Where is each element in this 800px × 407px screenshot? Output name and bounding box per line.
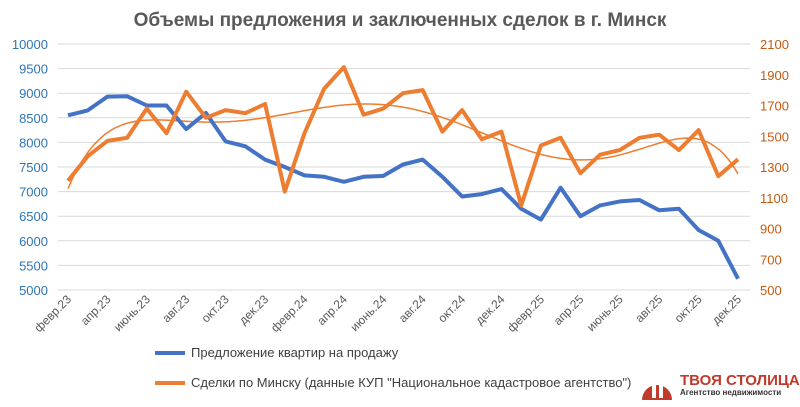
y-right-tick-label: 2100 xyxy=(760,37,789,52)
legend-swatch-supply xyxy=(155,350,185,355)
y-left-tick-label: 7000 xyxy=(19,185,48,200)
x-tick-label: июнь.23 xyxy=(111,292,153,334)
y-left-tick-label: 9000 xyxy=(19,86,48,101)
chart-plot: 5000 5500 6000 6500 7000 7500 8000 8500 9000 9500… xyxy=(12,37,789,335)
y-left-tick-label: 8000 xyxy=(19,135,48,150)
y-left-tick-label: 5000 xyxy=(19,283,48,298)
x-tick-label: февр.23 xyxy=(31,292,74,335)
x-tick-label: окт.25 xyxy=(672,292,705,325)
logo: ТВОЯ СТОЛИЦА Агентство недвижимости xyxy=(640,370,800,400)
x-tick-label: февр.25 xyxy=(504,292,547,335)
y-left-tick-label: 9500 xyxy=(19,62,48,77)
legend-item-deals: Сделки по Минску (данные КУП "Национальн… xyxy=(155,375,631,390)
y-left-tick-label: 7500 xyxy=(19,160,48,175)
x-tick-label: окт.24 xyxy=(435,292,468,325)
x-tick-label: апр.23 xyxy=(78,292,114,328)
y-left-tick-label: 6500 xyxy=(19,209,48,224)
y-left-tick-label: 8500 xyxy=(19,111,48,126)
y-left-tick-label: 6000 xyxy=(19,234,48,249)
logo-name: ТВОЯ СТОЛИЦА xyxy=(680,372,800,389)
logo-building-icon xyxy=(642,378,672,400)
y-left-tick-label: 10000 xyxy=(12,37,48,52)
x-tick-label: дек.23 xyxy=(236,292,271,327)
x-tick-label: окт.23 xyxy=(199,292,232,325)
y-right-tick-label: 700 xyxy=(760,252,782,267)
legend-swatch-deals xyxy=(155,380,185,385)
x-tick-label: февр.24 xyxy=(268,292,311,335)
x-tick-label: авг.25 xyxy=(632,292,665,325)
y-left-tick-label: 5500 xyxy=(19,258,48,273)
x-tick-label: дек.25 xyxy=(709,292,744,327)
x-tick-label: авг.23 xyxy=(159,292,192,325)
legend-item-supply: Предложение квартир на продажу xyxy=(155,345,398,360)
x-tick-label: июнь.25 xyxy=(584,292,626,334)
y-right-tick-label: 1100 xyxy=(760,191,788,206)
legend-label-supply: Предложение квартир на продажу xyxy=(191,345,399,360)
y-right-tick-label: 1300 xyxy=(760,160,789,175)
deals-trendline xyxy=(67,103,739,189)
deals-series-line xyxy=(66,65,740,208)
legend-label-deals: Сделки по Минску (данные КУП "Национальн… xyxy=(191,375,632,390)
y-right-tick-label: 1900 xyxy=(760,68,789,83)
supply-series-line xyxy=(67,94,740,280)
x-tick-label: июнь.24 xyxy=(348,292,390,334)
x-tick-label: апр.25 xyxy=(551,292,587,328)
x-tick-label: дек.24 xyxy=(473,292,508,327)
x-tick-label: апр.24 xyxy=(314,292,350,328)
y-right-tick-label: 500 xyxy=(760,283,782,298)
logo-subtitle: Агентство недвижимости xyxy=(680,388,782,397)
y-right-tick-label: 1700 xyxy=(760,99,789,114)
x-tick-label: авг.24 xyxy=(396,292,429,325)
y-right-tick-label: 900 xyxy=(760,222,782,237)
chart-title: Объемы предложения и заключенных сделок … xyxy=(133,10,667,31)
y-right-tick-label: 1500 xyxy=(760,129,789,144)
